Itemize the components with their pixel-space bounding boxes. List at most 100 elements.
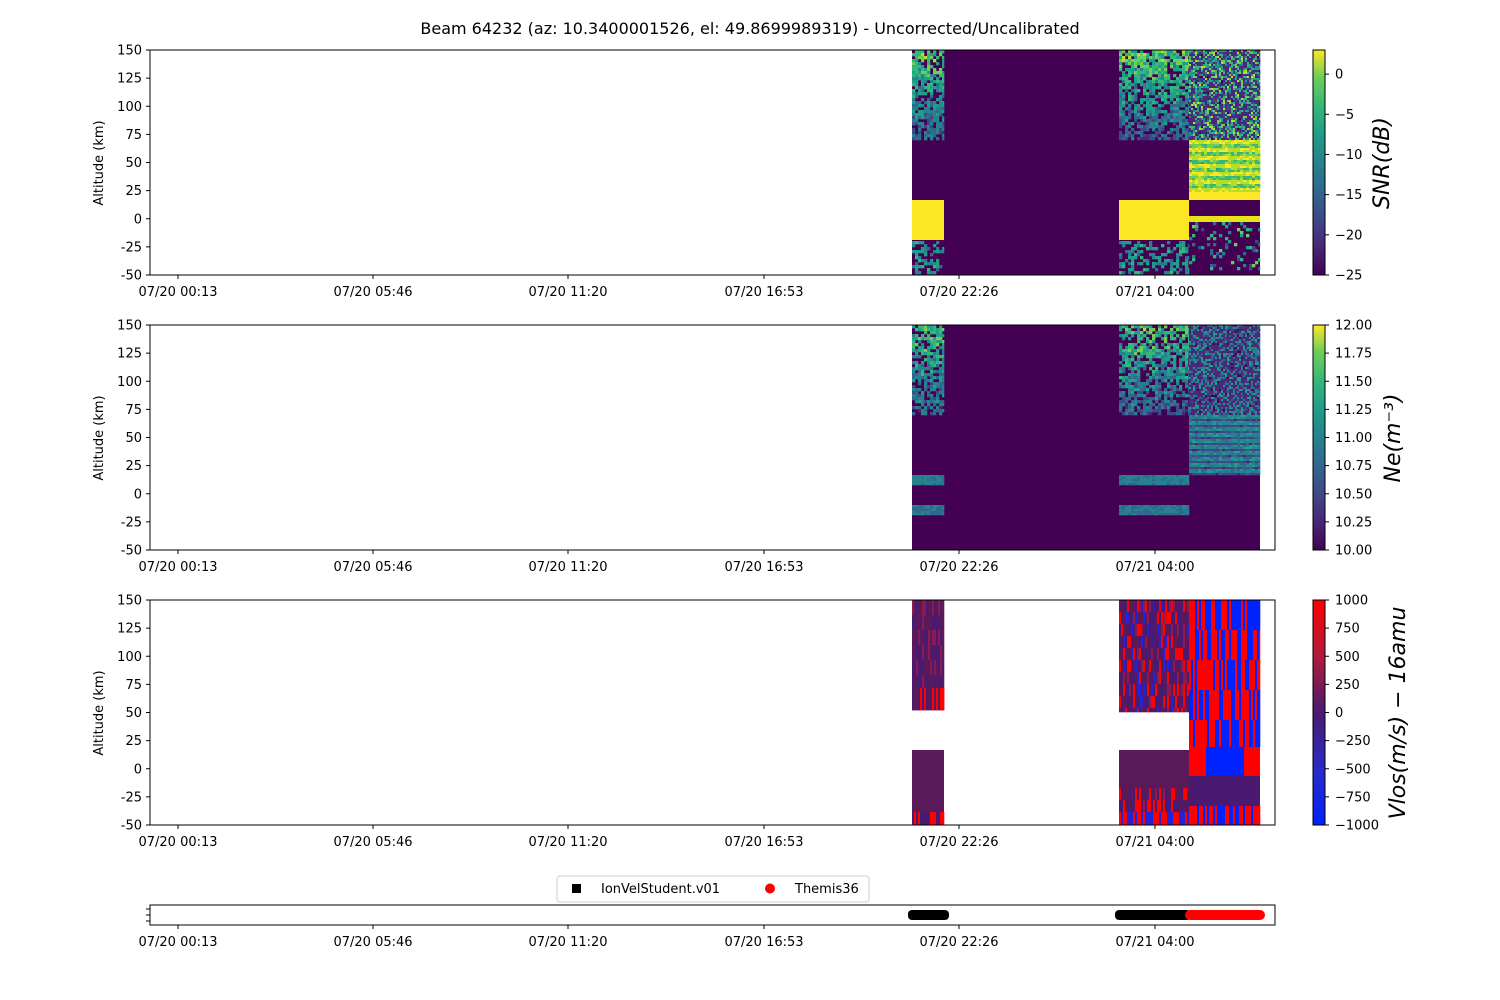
heatmap-cell — [1211, 134, 1214, 137]
heatmap-cell — [1233, 104, 1236, 107]
heatmap-cell — [1193, 387, 1196, 390]
heatmap-cell — [1241, 104, 1244, 107]
heatmap-cell — [1176, 98, 1180, 102]
heatmap-cell — [1259, 114, 1261, 117]
heatmap-cell — [1207, 68, 1210, 71]
heatmap-cell — [1209, 122, 1212, 125]
heatmap-cell — [912, 104, 916, 108]
heatmap-cell — [1134, 364, 1138, 368]
heatmap-cell — [1125, 86, 1129, 90]
heatmap-cell — [1207, 96, 1210, 99]
heatmap-cell — [1211, 66, 1214, 69]
heatmap-cell — [1249, 60, 1252, 63]
heatmap-cell — [930, 475, 934, 478]
heatmap-cell — [930, 128, 934, 132]
heatmap-cell — [1209, 393, 1212, 396]
heatmap-cell — [1173, 513, 1177, 516]
heatmap-cell — [1199, 383, 1202, 386]
heatmap-cell — [933, 477, 937, 480]
heatmap-cell — [1195, 66, 1198, 69]
heatmap-cell — [918, 62, 922, 66]
heatmap-cell — [1191, 60, 1194, 63]
heatmap-cell — [1143, 483, 1147, 486]
heatmap-cell — [1146, 406, 1150, 410]
heatmap-cell — [1140, 68, 1144, 72]
heatmap-cell — [1173, 505, 1177, 508]
heatmap-cell — [1185, 511, 1189, 514]
heatmap-cell — [1140, 346, 1144, 350]
heatmap-cell — [1249, 58, 1252, 61]
heatmap-cell — [1131, 349, 1135, 353]
heatmap-cell — [912, 71, 916, 75]
heatmap-cell — [1173, 367, 1177, 371]
heatmap-cell — [1199, 66, 1202, 69]
heatmap-cell — [1205, 409, 1208, 412]
heatmap-cell — [1207, 331, 1210, 334]
heatmap-cell — [1182, 53, 1186, 57]
heatmap-cell — [1185, 107, 1189, 111]
heatmap-cell — [1219, 86, 1222, 89]
heatmap-cell — [1198, 150, 1202, 153]
heatmap-cell — [1197, 331, 1200, 334]
heatmap-cell — [1235, 104, 1238, 107]
heatmap-cell — [918, 355, 922, 359]
heatmap-cell — [1207, 359, 1210, 362]
heatmap-cell — [1155, 483, 1159, 486]
heatmap-cell — [1195, 361, 1198, 364]
heatmap-cell — [1205, 54, 1208, 57]
heatmap-cell — [1207, 52, 1210, 55]
heatmap-cell — [1176, 134, 1180, 138]
heatmap-cell — [1241, 108, 1244, 111]
heatmap-cell — [1146, 397, 1150, 401]
heatmap-cell — [1213, 160, 1217, 163]
heatmap-cell — [1228, 146, 1232, 149]
heatmap-cell — [1255, 114, 1258, 117]
heatmap-cell — [1219, 170, 1223, 173]
heatmap-cell — [1247, 90, 1250, 93]
heatmap-cell — [1207, 347, 1210, 350]
heatmap-cell — [1207, 401, 1210, 404]
heatmap-cell — [924, 71, 928, 75]
heatmap-cell — [933, 505, 937, 508]
heatmap-cell — [1119, 265, 1123, 269]
heatmap-cell — [1253, 106, 1256, 109]
heatmap-cell — [1195, 399, 1198, 402]
heatmap-cell — [1201, 367, 1204, 370]
heatmap-cell — [1125, 331, 1129, 335]
heatmap-cell — [1247, 128, 1250, 131]
heatmap-cell — [1158, 331, 1162, 335]
heatmap-cell — [1191, 102, 1194, 105]
heatmap-cell — [1158, 325, 1162, 329]
heatmap-cell — [1207, 393, 1210, 396]
heatmap-cell — [1164, 391, 1168, 395]
heatmap-cell — [936, 364, 940, 368]
heatmap-cell — [1182, 477, 1186, 480]
heatmap-cell — [915, 86, 919, 90]
heatmap-cell — [1125, 328, 1129, 332]
heatmap-cell — [1201, 124, 1204, 127]
heatmap-cell — [1176, 113, 1180, 117]
heatmap-cell — [1241, 88, 1244, 91]
heatmap-cell — [1213, 128, 1216, 131]
heatmap-cell — [1207, 164, 1211, 167]
heatmap-cell — [912, 325, 916, 329]
heatmap-cell — [1158, 107, 1162, 111]
heatmap-cell — [1195, 88, 1198, 91]
heatmap-cell — [1193, 339, 1196, 342]
heatmap-cell — [1195, 76, 1198, 79]
heatmap-cell — [921, 337, 925, 341]
heatmap-cell — [942, 92, 945, 96]
heatmap-cell — [1189, 68, 1192, 71]
heatmap-cell — [1216, 190, 1220, 193]
heatmap-cell — [1161, 122, 1165, 126]
heatmap-cell — [1205, 347, 1208, 350]
heatmap-cell — [1125, 406, 1129, 410]
heatmap-cell — [921, 241, 925, 245]
heatmap-cell — [1245, 100, 1248, 103]
heatmap-cell — [1237, 182, 1241, 185]
heatmap-cell — [1189, 92, 1192, 95]
heatmap-cell — [1185, 507, 1189, 510]
heatmap-cell — [1241, 56, 1244, 59]
heatmap-cell — [918, 507, 922, 510]
heatmap-cell — [1252, 186, 1256, 189]
